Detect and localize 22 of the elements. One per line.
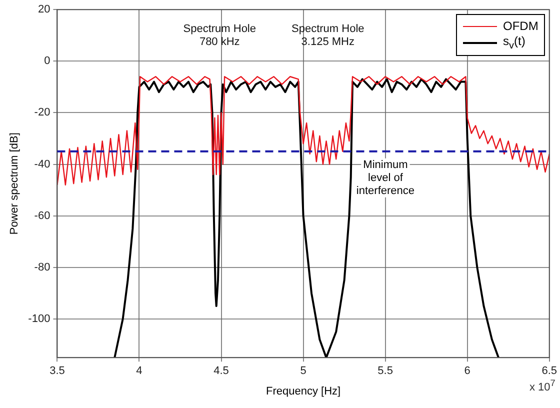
x-tick-label: 5.5	[378, 365, 393, 378]
y-tick-label: -80	[34, 261, 50, 274]
legend-label: s$_{v}$(t)	[503, 34, 526, 52]
y-tick-label: 20	[38, 4, 50, 16]
y-tick-label: -20	[34, 106, 50, 119]
x-tick-label: 6	[464, 365, 470, 378]
annotation: Spectrum Hole 780 kHz	[183, 23, 256, 48]
x-tick-label: 3.5	[50, 365, 65, 378]
x-tick-label: 6.5	[542, 365, 558, 378]
legend-label: OFDM	[503, 19, 538, 34]
y-axis-title: Power spectrum [dB]	[8, 132, 21, 235]
text: x 10$^{7}$	[529, 378, 556, 394]
x-axis-title: Frequency [Hz]	[266, 385, 341, 398]
y-tick-label: -100	[28, 312, 50, 325]
y-tick-label: -40	[34, 158, 50, 170]
y-tick-label: -60	[34, 210, 50, 222]
x-tick-label: 5	[300, 365, 306, 378]
annotation: Spectrum Hole 3.125 MHz	[292, 23, 364, 48]
x-tick-label: 4.5	[214, 365, 229, 378]
ref-line-label: Minimum level of interference	[356, 158, 415, 197]
x-tick-label: 4	[136, 365, 142, 378]
y-tick-label: 0	[44, 55, 50, 68]
